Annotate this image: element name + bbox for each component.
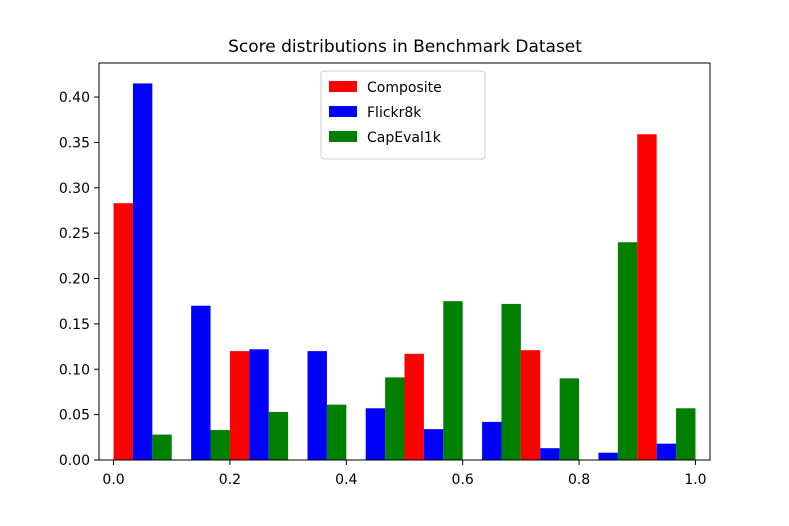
y-tick-label: 0.15 xyxy=(59,317,90,333)
bar-flickr8k-5 xyxy=(423,429,444,460)
legend-label-capeval1k: CapEval1k xyxy=(367,130,442,146)
y-tick-label: 0.00 xyxy=(59,453,90,469)
bar-composite-2 xyxy=(229,351,250,460)
legend-label-flickr8k: Flickr8k xyxy=(367,105,422,121)
x-tick-label: 0.6 xyxy=(452,472,474,488)
y-tick-label: 0.30 xyxy=(59,181,90,197)
bars-group xyxy=(113,83,696,461)
bar-flickr8k-0 xyxy=(132,83,153,461)
bar-capeval1k-0 xyxy=(152,434,172,460)
x-tick-label: 1.0 xyxy=(684,472,706,488)
bar-capeval1k-7 xyxy=(559,378,580,460)
y-tick-label: 0.40 xyxy=(59,90,90,106)
bar-capeval1k-2 xyxy=(268,411,289,460)
bar-composite-7 xyxy=(520,350,541,460)
bar-flickr8k-4 xyxy=(365,408,386,460)
bar-flickr8k-3 xyxy=(307,351,327,460)
legend-label-composite: Composite xyxy=(367,80,442,96)
y-tick-label: 0.20 xyxy=(59,272,90,288)
bar-flickr8k-9 xyxy=(656,443,677,460)
x-tick-label: 0.4 xyxy=(335,472,357,488)
axes-group: 0.0 0.2 0.4 0.6 0.8 1.0 0.00 0.05 0.10 0.15 0.20 0.… xyxy=(59,62,711,488)
bar-capeval1k-4 xyxy=(385,377,405,460)
bar-capeval1k-5 xyxy=(443,301,463,460)
bar-flickr8k-1 xyxy=(191,305,211,460)
legend: Composite Flickr8k CapEval1k xyxy=(320,70,486,160)
bar-flickr8k-6 xyxy=(482,421,502,460)
bar-capeval1k-3 xyxy=(326,404,347,460)
bar-capeval1k-9 xyxy=(676,408,696,460)
bar-capeval1k-8 xyxy=(617,242,638,460)
legend-swatch-capeval1k xyxy=(329,131,357,142)
x-tick-label: 0.8 xyxy=(568,472,590,488)
bar-flickr8k-2 xyxy=(249,349,269,460)
bar-composite-5 xyxy=(404,353,424,460)
bar-flickr8k-8 xyxy=(598,452,618,460)
legend-swatch-flickr8k xyxy=(329,106,357,117)
x-tick-label: 0.0 xyxy=(102,472,124,488)
chart-title: Score distributions in Benchmark Dataset xyxy=(228,37,582,57)
bar-capeval1k-1 xyxy=(210,430,230,460)
bar-capeval1k-6 xyxy=(501,303,521,460)
y-tick-label: 0.25 xyxy=(59,226,90,242)
y-tick-label: 0.35 xyxy=(59,135,90,151)
y-tick-label: 0.05 xyxy=(59,408,90,424)
x-tick-label: 0.2 xyxy=(219,472,241,488)
bar-flickr8k-7 xyxy=(540,448,560,460)
plot-frame xyxy=(98,62,711,461)
bar-composite-9 xyxy=(637,134,657,461)
legend-box xyxy=(320,70,486,160)
legend-swatch-composite xyxy=(329,81,357,92)
y-tick-label: 0.10 xyxy=(59,362,90,378)
bar-composite-0 xyxy=(113,203,133,460)
